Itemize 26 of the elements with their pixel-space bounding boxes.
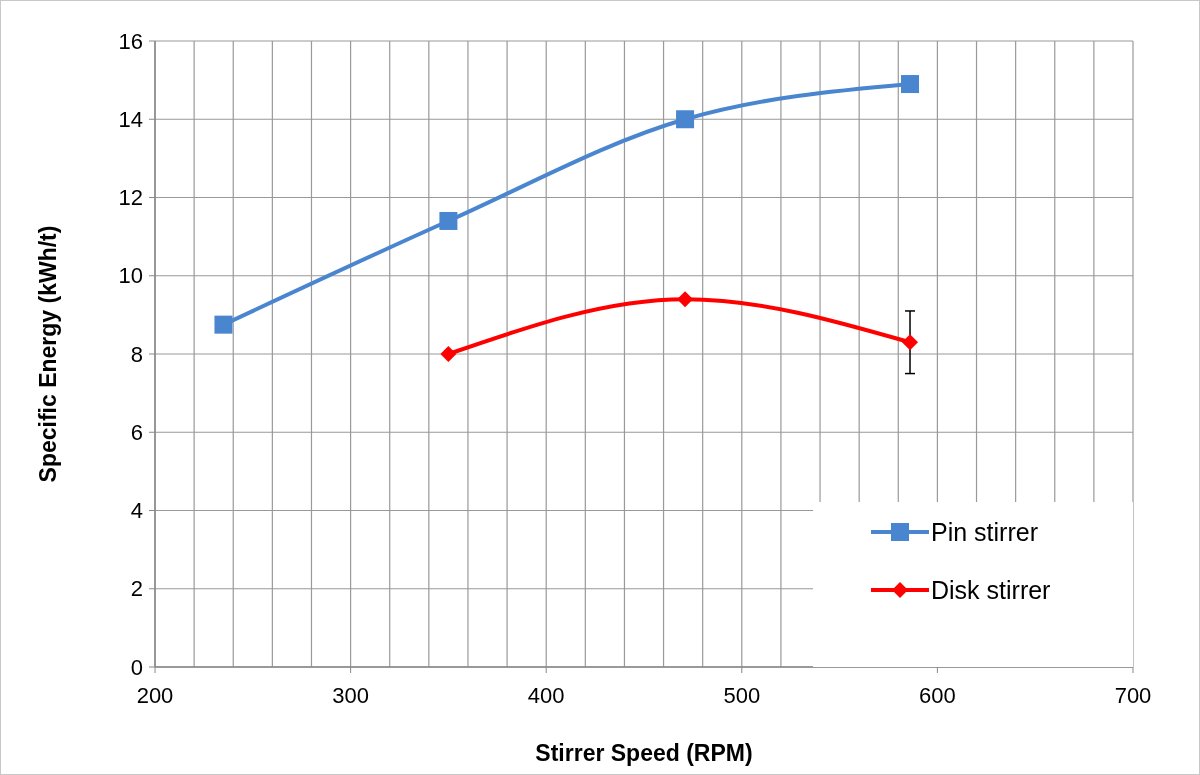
point bbox=[440, 346, 457, 362]
point bbox=[902, 334, 919, 351]
y-tick-label: 6 bbox=[130, 419, 143, 445]
y-tick-label: 8 bbox=[130, 341, 143, 367]
point bbox=[214, 315, 233, 334]
x-tick-label: 400 bbox=[527, 683, 565, 708]
y-tick-label: 14 bbox=[118, 106, 143, 132]
point bbox=[676, 110, 695, 129]
point bbox=[901, 75, 920, 94]
legend-label: Pin stirrer bbox=[931, 517, 1038, 546]
y-tick-label: 10 bbox=[118, 263, 143, 289]
x-tick-label: 300 bbox=[332, 683, 369, 708]
y-tick-label: 16 bbox=[118, 28, 143, 54]
y-tick-label: 4 bbox=[130, 498, 143, 524]
x-axis-title: Stirrer Speed (RPM) bbox=[535, 740, 753, 766]
point bbox=[439, 211, 458, 230]
legend-label: Disk stirrer bbox=[931, 575, 1051, 604]
x-tick-label: 600 bbox=[919, 683, 956, 708]
y-tick-label: 2 bbox=[130, 576, 143, 602]
x-tick-label: 200 bbox=[136, 683, 174, 708]
y-tick-label: 12 bbox=[118, 185, 143, 211]
point bbox=[677, 291, 694, 308]
y-tick-label: 0 bbox=[130, 654, 143, 680]
x-tick-label: 700 bbox=[1114, 683, 1152, 708]
y-axis-title: Specific Energy (kWh/t) bbox=[35, 225, 61, 483]
x-tick-label: 500 bbox=[723, 683, 761, 708]
